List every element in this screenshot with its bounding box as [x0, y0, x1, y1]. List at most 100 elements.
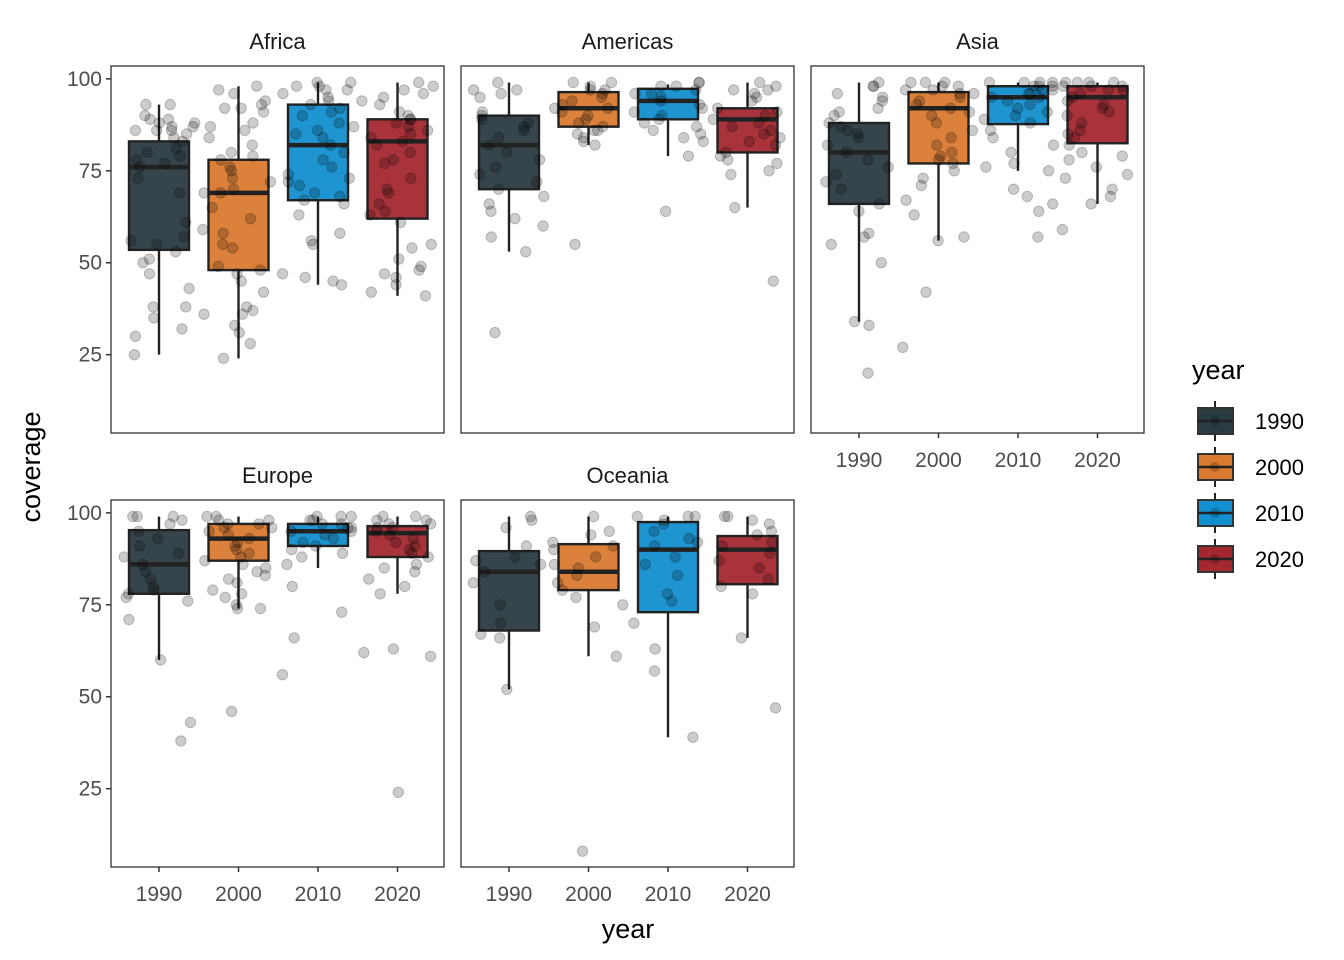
- data-point: [770, 80, 782, 92]
- data-point: [489, 326, 501, 339]
- data-point: [304, 514, 316, 526]
- data-point: [1062, 128, 1074, 140]
- facet-title: Asia: [956, 29, 1000, 54]
- data-point: [571, 569, 583, 582]
- data-point: [649, 643, 661, 655]
- data-point: [212, 260, 224, 273]
- data-point: [533, 154, 546, 166]
- data-point: [1046, 76, 1059, 89]
- facet-europe: Europe 25 50 75 100 1990 2000 2010 2020: [67, 463, 445, 906]
- data-point: [547, 536, 559, 548]
- jitter-points: [467, 76, 786, 339]
- data-point: [127, 510, 139, 523]
- data-point: [537, 220, 549, 232]
- x-tick-label: 1990: [836, 449, 883, 472]
- data-point: [381, 183, 393, 195]
- data-point: [983, 76, 996, 89]
- data-point: [201, 510, 213, 523]
- data-point: [954, 91, 966, 104]
- data-point: [152, 532, 164, 545]
- data-point: [148, 584, 160, 596]
- data-point: [958, 231, 970, 243]
- x-axis-title: year: [602, 914, 655, 944]
- facet-title: Americas: [582, 29, 674, 54]
- data-point: [421, 124, 434, 137]
- data-point: [343, 172, 355, 184]
- x-tick-label: 2000: [565, 883, 612, 906]
- data-point: [326, 161, 338, 173]
- data-point: [257, 286, 270, 298]
- data-point: [750, 91, 763, 104]
- data-point: [722, 154, 734, 166]
- data-point: [831, 87, 843, 100]
- data-point: [1057, 80, 1070, 92]
- data-point: [834, 121, 847, 133]
- data-point: [933, 154, 945, 166]
- data-point: [746, 588, 759, 600]
- data-point: [345, 521, 358, 534]
- data-point: [683, 532, 695, 545]
- legend-key-point: [1210, 508, 1220, 518]
- data-point: [371, 139, 383, 151]
- box-2020: [716, 516, 779, 638]
- data-point: [345, 510, 357, 523]
- data-point: [413, 76, 425, 89]
- data-point: [863, 319, 875, 331]
- data-point: [334, 227, 346, 240]
- data-point: [766, 536, 778, 548]
- data-point: [470, 555, 482, 567]
- data-point: [842, 124, 854, 137]
- data-point: [297, 536, 309, 548]
- box-iqr: [636, 520, 700, 614]
- box-2020: [716, 82, 779, 208]
- data-point: [133, 540, 146, 552]
- data-point: [203, 132, 215, 144]
- data-point: [162, 113, 175, 126]
- data-point: [317, 132, 329, 144]
- data-point: [174, 187, 186, 199]
- data-point: [751, 529, 763, 541]
- data-point: [858, 231, 870, 243]
- data-point: [222, 518, 234, 530]
- data-point: [823, 117, 835, 129]
- data-point: [985, 91, 998, 104]
- data-point: [932, 235, 944, 247]
- data-point: [151, 124, 163, 137]
- data-point: [1046, 80, 1059, 92]
- data-point: [383, 518, 395, 530]
- data-point: [327, 275, 339, 287]
- data-point: [1005, 146, 1017, 159]
- data-point: [492, 76, 504, 89]
- data-point: [467, 577, 480, 589]
- data-point: [403, 543, 416, 556]
- box-iqr: [557, 542, 620, 592]
- data-point: [263, 514, 275, 526]
- data-point: [645, 87, 658, 100]
- data-point: [254, 264, 266, 276]
- data-point: [298, 194, 310, 206]
- box-2010: [636, 516, 700, 738]
- data-point: [578, 135, 590, 148]
- box-2000: [207, 516, 270, 609]
- data-point: [762, 84, 774, 96]
- data-point: [722, 510, 734, 523]
- data-point: [867, 80, 880, 92]
- data-point: [1106, 183, 1118, 195]
- data-point: [334, 190, 346, 203]
- data-point: [696, 102, 708, 115]
- data-point: [833, 106, 845, 118]
- data-point: [254, 602, 267, 615]
- data-point: [319, 529, 331, 541]
- data-point: [984, 124, 997, 137]
- data-point: [661, 588, 674, 600]
- data-point: [535, 558, 547, 571]
- box-1990: [127, 104, 191, 355]
- box-1990: [127, 516, 191, 660]
- data-point: [233, 326, 246, 339]
- data-point: [853, 205, 865, 218]
- data-point: [500, 521, 512, 534]
- data-point: [821, 139, 834, 151]
- data-point: [219, 591, 231, 604]
- data-point: [293, 209, 305, 221]
- data-point: [495, 617, 507, 629]
